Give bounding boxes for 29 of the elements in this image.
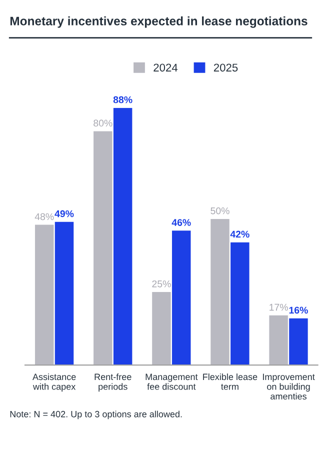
x-tick-label: Improvement on building amenties xyxy=(263,374,315,400)
bar xyxy=(113,108,132,366)
x-tick-label: Assistance with capex xyxy=(32,373,76,392)
data-label: 48% xyxy=(34,213,54,220)
x-tick-label: Flexible lease term xyxy=(203,373,258,390)
data-label: 50% xyxy=(210,207,230,214)
bar xyxy=(152,292,171,366)
data-label: 25% xyxy=(152,280,171,288)
text: Note: N = 402. Up to 3 options are allowed. xyxy=(10,410,182,420)
bar xyxy=(94,131,112,366)
x-tick-label: Rent-free periods xyxy=(94,373,132,392)
x-tick-label: Management fee discount xyxy=(146,374,198,390)
data-label: 16% xyxy=(289,306,308,314)
chart-title: Monetary incentives expected in lease negotiations xyxy=(10,16,308,28)
bar xyxy=(289,318,308,366)
bar xyxy=(172,230,191,366)
bar xyxy=(54,222,74,366)
data-label: 80% xyxy=(94,120,112,127)
legend-label: 2024 xyxy=(154,64,178,72)
bar xyxy=(210,218,230,366)
legend-label: 2025 xyxy=(214,64,238,72)
data-label: 46% xyxy=(172,219,191,226)
bar xyxy=(230,242,250,366)
data-label: 49% xyxy=(54,210,74,218)
bar xyxy=(34,224,54,366)
bar xyxy=(269,315,288,366)
data-label: 42% xyxy=(230,230,250,238)
data-label: 88% xyxy=(113,96,132,104)
data-label: 17% xyxy=(270,304,288,311)
